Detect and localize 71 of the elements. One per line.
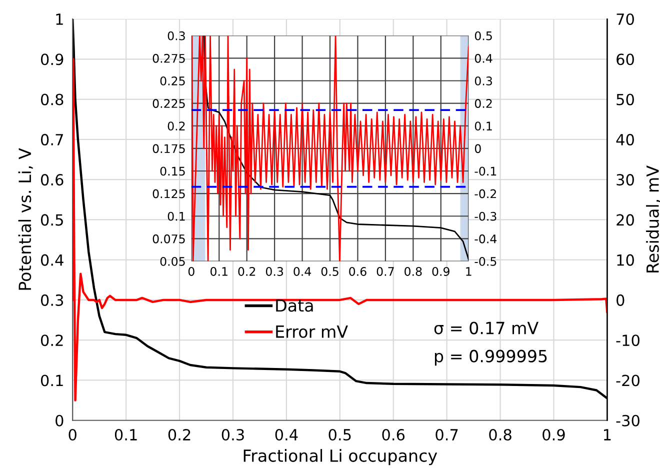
y-tick-label: 0.125 — [152, 189, 185, 198]
y2-tick-label: 0 — [616, 294, 624, 306]
y2-tick-label: -0.3 — [474, 212, 496, 221]
y2-tick-label: 0.2 — [474, 99, 492, 108]
x-tick-label: 0.3 — [266, 267, 283, 276]
x-tick-label: 1 — [466, 267, 472, 276]
y2-tick-label: 0.1 — [474, 122, 492, 131]
y-tick-label: 0.15 — [160, 166, 185, 176]
x-tick-label: 0.7 — [376, 267, 394, 276]
x-tick-label: 0.5 — [328, 428, 351, 441]
x-tick-label: 0.2 — [238, 267, 256, 276]
y2-tick-label: 60 — [616, 54, 634, 66]
annotation: p = 0.999995 — [434, 350, 547, 366]
legend-label: Data — [276, 299, 313, 312]
y2-tick-label: 0.4 — [474, 54, 492, 63]
y2-tick-label: 40 — [616, 134, 634, 146]
y2-tick-label: -0.2 — [474, 189, 496, 198]
x-tick-label: 0.8 — [404, 267, 422, 276]
y2-tick-label: -0.5 — [474, 256, 496, 266]
y-tick-label: 0.8 — [40, 94, 64, 106]
x-tick-label: 0.9 — [432, 267, 450, 276]
x-tick-label: 1 — [604, 429, 611, 440]
annotation: σ = 0.17 mV — [434, 322, 538, 334]
x-tick-label: 0.9 — [542, 428, 565, 441]
y2-tick-label: 0.5 — [474, 31, 492, 40]
y2-tick-label: -0.1 — [474, 166, 496, 176]
y-tick-label: 0.075 — [152, 234, 185, 244]
x-tick-label: 0.1 — [114, 428, 137, 441]
y-axis-title: Potential vs. Li, V — [18, 148, 33, 290]
x-tick-label: 0.7 — [436, 428, 458, 441]
y-tick-label: 0.3 — [168, 31, 185, 40]
x-tick-label: 0 — [68, 428, 76, 441]
x-tick-label: 0.4 — [275, 428, 298, 441]
y-tick-label: 0.5 — [40, 214, 63, 226]
y-tick-label: 0.1 — [40, 374, 63, 386]
y2-tick-label: 0.3 — [474, 76, 492, 86]
x-tick-label: 0.1 — [210, 267, 228, 276]
y-tick-label: 0.175 — [152, 144, 185, 154]
y-tick-label: 0.3 — [40, 294, 64, 306]
y2-tick-label: -20 — [616, 374, 640, 386]
y2-tick-label: -10 — [616, 334, 640, 346]
y-tick-label: 1 — [56, 14, 63, 25]
y-tick-label: 0.7 — [40, 134, 63, 146]
legend-label: Error mV — [276, 326, 348, 338]
y-tick-label: 0.225 — [152, 99, 185, 108]
x-tick-label: 0.8 — [489, 428, 512, 441]
y-tick-label: 0.05 — [160, 256, 185, 266]
y-tick-label: 0.6 — [40, 174, 64, 186]
y-tick-label: 0.2 — [168, 122, 185, 131]
x-axis-title: Fractional Li occupancy — [244, 449, 438, 466]
y-tick-label: 0.4 — [40, 254, 64, 266]
y-tick-label: 0.2 — [40, 334, 63, 346]
y2-tick-label: 0 — [474, 144, 481, 154]
y2-tick-label: -30 — [616, 414, 640, 426]
x-tick-label: 0.3 — [222, 428, 244, 441]
x-tick-label: 0.6 — [382, 428, 405, 441]
y2-tick-label: 20 — [616, 214, 634, 226]
y2-tick-label: -0.4 — [474, 234, 497, 244]
y2-tick-label: 10 — [617, 254, 634, 266]
y2-tick-label: 70 — [616, 13, 634, 26]
x-tick-label: 0.5 — [321, 267, 338, 276]
x-tick-label: 0.4 — [294, 267, 312, 276]
y-tick-label: 0.1 — [168, 212, 185, 221]
y-tick-label: 0.275 — [152, 54, 185, 63]
y-tick-label: 0.9 — [40, 54, 64, 66]
y-tick-label: 0 — [56, 414, 64, 426]
y2-tick-label: 50 — [616, 94, 634, 106]
x-tick-label: 0.6 — [349, 267, 366, 276]
y2-tick-label: 30 — [616, 174, 634, 186]
y-tick-label: 0.25 — [160, 76, 185, 86]
x-tick-label: 0 — [188, 267, 194, 276]
